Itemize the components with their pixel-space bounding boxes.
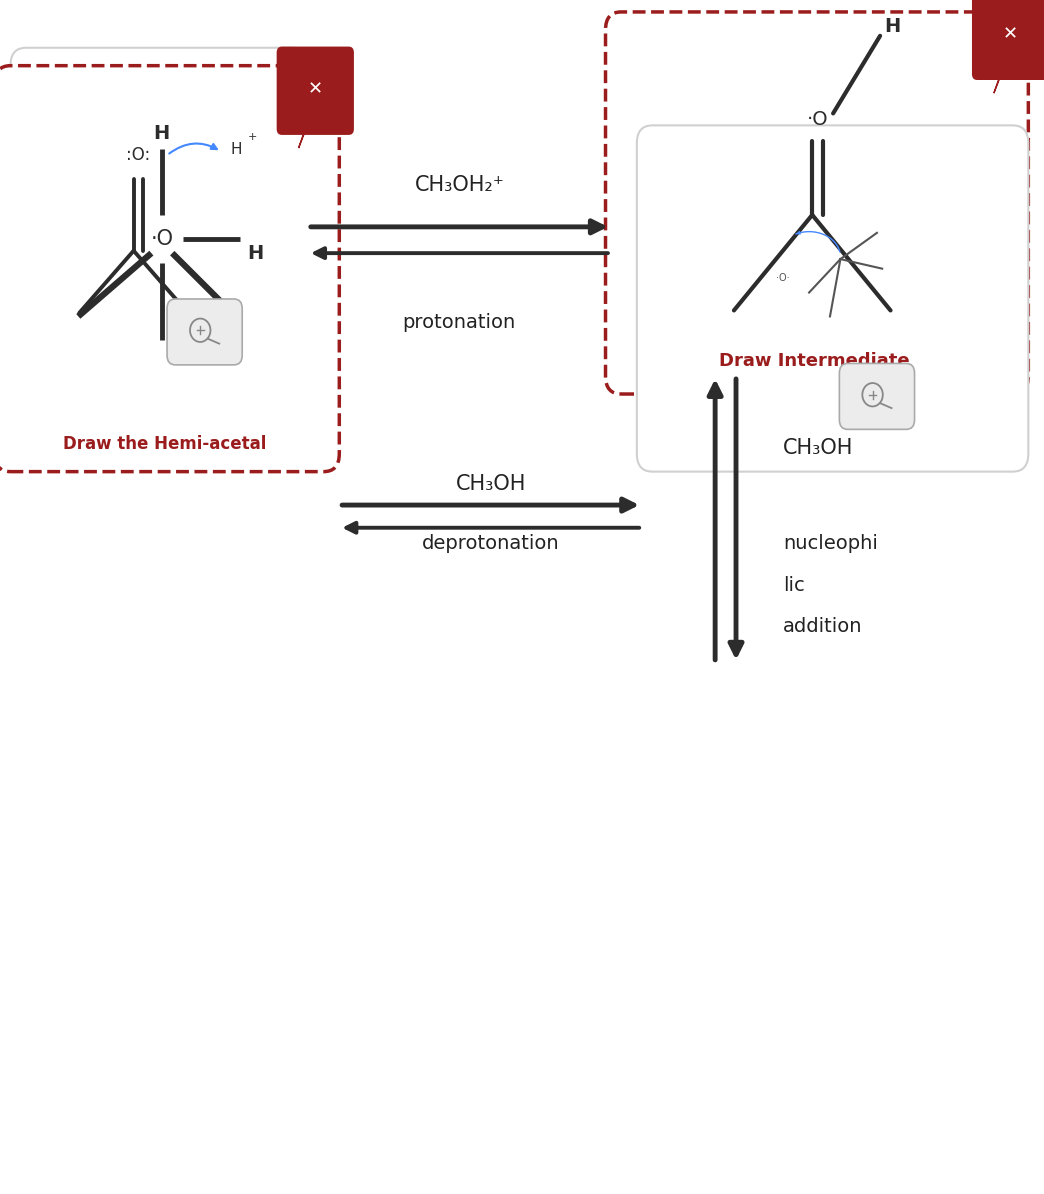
FancyBboxPatch shape xyxy=(277,47,354,135)
FancyBboxPatch shape xyxy=(167,298,242,365)
Text: addition: addition xyxy=(783,617,862,636)
Text: H: H xyxy=(153,124,170,143)
Text: deprotonation: deprotonation xyxy=(422,534,560,553)
Text: ·O: ·O xyxy=(807,110,828,129)
Text: :O:: :O: xyxy=(125,146,150,164)
Text: protonation: protonation xyxy=(403,313,516,332)
Text: H: H xyxy=(884,17,901,36)
Text: ·O·: ·O· xyxy=(776,272,790,283)
Text: ✕: ✕ xyxy=(308,80,323,98)
Polygon shape xyxy=(994,59,1007,93)
FancyBboxPatch shape xyxy=(972,0,1044,80)
Text: nucleophi: nucleophi xyxy=(783,534,878,553)
Text: Draw the Hemi-acetal: Draw the Hemi-acetal xyxy=(64,435,266,454)
Text: ✕: ✕ xyxy=(1003,25,1018,43)
Text: lic: lic xyxy=(783,576,805,595)
Text: H: H xyxy=(247,244,264,263)
FancyBboxPatch shape xyxy=(637,125,1028,472)
Polygon shape xyxy=(299,113,312,148)
FancyBboxPatch shape xyxy=(606,12,1028,394)
Text: CH₃OH: CH₃OH xyxy=(455,474,526,493)
Text: ·O: ·O xyxy=(150,229,173,248)
FancyBboxPatch shape xyxy=(10,48,308,394)
Text: CH₃OH₂⁺: CH₃OH₂⁺ xyxy=(414,176,504,195)
Text: Draw Intermediate: Draw Intermediate xyxy=(719,351,909,370)
FancyBboxPatch shape xyxy=(839,363,915,430)
Text: H: H xyxy=(230,142,242,156)
Text: CH₃OH: CH₃OH xyxy=(783,438,853,457)
Text: +: + xyxy=(248,133,257,142)
FancyBboxPatch shape xyxy=(0,66,339,472)
